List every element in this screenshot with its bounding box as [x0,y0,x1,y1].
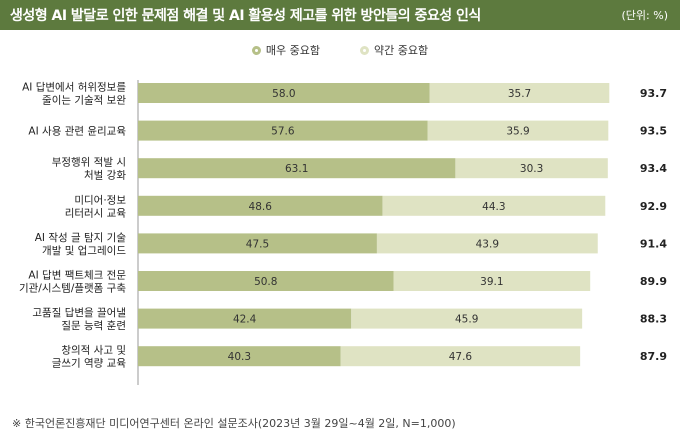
category-label-line: 미디어·정보 [74,194,126,206]
category-label-line: 기관/시스템/플랫폼 구축 [19,283,126,295]
bar-value-label: 63.1 [285,163,308,175]
category-label-line: 줄이는 기술적 보완 [42,94,126,107]
bar-value-label: 30.3 [520,163,543,175]
bar-very-important [138,195,383,216]
bar-somewhat-important [393,271,591,291]
category-label: AI 답변 팩트체크 전문 기관/시스템/플랫폼 구축 [19,270,126,295]
category-label-line: 개발 및 업그레이드 [42,244,126,257]
bar-value-label: 43.9 [476,238,499,250]
category-label: 부정행위 적발 시 처벌 강화 [52,156,127,182]
category-label-line: AI 답변 팩트체크 전문 [28,270,126,282]
bar-value-label: 50.8 [254,276,277,288]
category-label-line: AI 작성 글 탐지 기술 [35,232,127,244]
category-label-line: 처벌 강화 [84,170,126,182]
total-value-label: 92.9 [640,200,667,213]
bar-value-label: 42.4 [233,314,257,326]
category-label-line: 글쓰기 역량 교육 [52,358,127,370]
category-label-line: AI 사용 관련 윤리교육 [28,126,126,138]
legend-item-somewhat-important: 약간 중요함 [360,42,428,58]
category-label: 미디어·정보 리터러시 교육 [65,194,127,219]
bar-very-important [138,346,341,367]
total-value-label: 93.5 [640,125,667,138]
total-value-label: 89.9 [640,275,667,288]
category-label-line: 창의적 사고 및 [61,345,126,357]
bar-value-label: 48.6 [249,201,273,213]
bar-very-important [138,233,377,254]
category-label: AI 답변에서 허위정보를 줄이는 기술적 보완 [22,81,126,107]
bar-somewhat-important [455,158,608,179]
category-label-line: 질문 능력 훈련 [61,319,126,332]
bar-value-label: 40.3 [228,351,251,363]
bar-value-label: 45.9 [455,314,478,326]
bar-value-label: 57.6 [271,126,295,138]
category-label-line: 부정행위 적발 시 [52,156,126,169]
bar-value-label: 58.0 [272,88,295,100]
legend-label-very-important: 매우 중요함 [265,44,320,57]
total-value-label: 88.3 [640,313,667,326]
bar-somewhat-important [429,83,610,103]
bar-very-important [138,308,352,329]
bar-somewhat-important [382,195,606,216]
category-label: AI 작성 글 탐지 기술 개발 및 업그레이드 [35,232,127,257]
legend-item-very-important: 매우 중요함 [251,42,320,58]
source-footnote: ※ 한국언론진흥재단 미디어연구센터 온라인 설문조사(2023년 3월 29일… [12,417,456,430]
bar-somewhat-important [376,233,598,254]
bar-value-label: 39.1 [480,276,503,288]
category-label: AI 사용 관련 윤리교육 [28,126,126,138]
bar-value-label: 47.6 [449,351,473,363]
total-value-label: 91.4 [640,237,667,250]
unit-label: (단위: %) [621,9,668,22]
stacked-bar-chart: AI 답변에서 허위정보를 줄이는 기술적 보완 58.0 35.7 93.7 AI 사용… [19,80,667,385]
bar-somewhat-important [427,120,609,141]
legend-swatch-very-important [251,45,261,55]
legend-label-somewhat-important: 약간 중요함 [374,44,429,57]
category-label-line: AI 답변에서 허위정보를 [22,81,126,94]
total-value-label: 93.7 [640,87,667,100]
category-label: 창의적 사고 및 글쓰기 역량 교육 [52,345,127,370]
legend: 매우 중요함 약간 중요함 [0,42,680,58]
category-label-line: 고품질 답변을 끌어낼 [32,307,126,319]
total-value-label: 87.9 [640,350,667,363]
bar-value-label: 44.3 [482,201,505,213]
bar-somewhat-important [351,308,583,329]
chart-header: 생성형 AI 발달로 인한 문제점 해결 및 AI 활용성 제고를 위한 방안들… [0,0,680,30]
total-value-label: 93.4 [640,162,667,175]
bar-value-label: 35.7 [508,88,531,100]
bar-value-label: 47.5 [246,238,269,250]
bar-very-important [138,83,430,103]
bar-somewhat-important [340,346,581,367]
bar-value-label: 35.9 [506,126,529,138]
bar-very-important [138,158,456,179]
category-label-line: 리터러시 교육 [65,207,127,219]
bar-very-important [138,271,394,291]
legend-swatch-somewhat-important [360,45,369,55]
chart-title: 생성형 AI 발달로 인한 문제점 해결 및 AI 활용성 제고를 위한 방안들… [10,8,481,24]
category-label: 고품질 답변을 끌어낼 질문 능력 훈련 [32,307,126,332]
bar-very-important [138,120,428,141]
